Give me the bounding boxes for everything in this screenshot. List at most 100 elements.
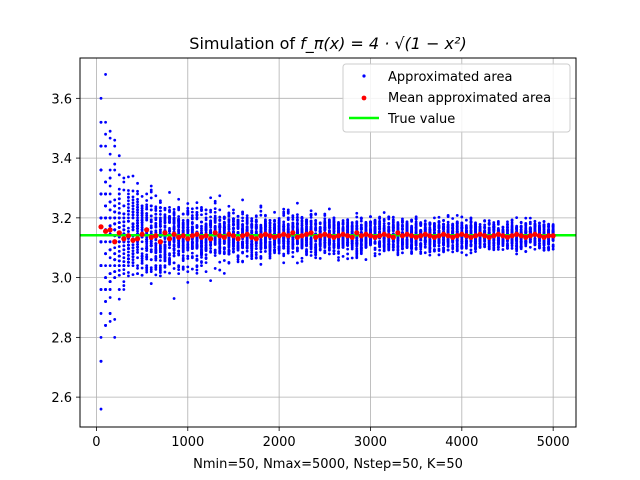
approximated-area-point — [460, 239, 464, 243]
approximated-area-point — [227, 244, 231, 248]
approximated-area-point — [145, 231, 149, 235]
approximated-area-point — [300, 230, 304, 234]
approximated-area-point — [359, 223, 363, 227]
approximated-area-point — [337, 223, 340, 227]
approximated-area-point — [337, 220, 340, 224]
approximated-area-point — [250, 246, 254, 250]
approximated-area-point — [108, 184, 112, 188]
approximated-area-point — [113, 210, 117, 214]
approximated-area-point — [154, 242, 158, 245]
approximated-area-point — [478, 228, 482, 231]
approximated-area-point — [419, 238, 423, 242]
approximated-area-point — [131, 252, 135, 256]
approximated-area-point — [433, 229, 436, 232]
approximated-area-point — [131, 198, 135, 202]
approximated-area-point — [405, 241, 409, 245]
approximated-area-point — [209, 250, 213, 254]
approximated-area-point — [200, 242, 203, 246]
approximated-area-point — [172, 208, 176, 211]
approximated-area-point — [122, 180, 126, 184]
approximated-area-point — [168, 243, 171, 247]
approximated-area-point — [460, 251, 464, 254]
approximated-area-point — [295, 215, 299, 219]
approximated-area-point — [277, 245, 281, 248]
approximated-area-point — [268, 254, 272, 258]
approximated-area-point — [190, 217, 194, 221]
approximated-area-point — [487, 247, 491, 251]
approximated-area-point — [108, 208, 112, 212]
approximated-area-point — [483, 245, 487, 249]
approximated-area-point — [264, 250, 267, 253]
approximated-area-point — [446, 229, 450, 233]
approximated-area-point — [163, 226, 167, 229]
approximated-area-point — [163, 237, 167, 240]
approximated-area-point — [172, 227, 176, 231]
approximated-area-point — [218, 247, 222, 251]
approximated-area-point — [163, 206, 167, 210]
approximated-area-point — [117, 259, 121, 263]
approximated-area-point — [433, 244, 436, 248]
approximated-area-point — [259, 213, 263, 217]
approximated-area-point — [250, 250, 254, 254]
approximated-area-point — [341, 254, 345, 258]
approximated-area-point — [314, 222, 318, 226]
approximated-area-point — [318, 245, 322, 249]
approximated-area-point — [200, 255, 203, 259]
approximated-area-point — [350, 240, 354, 244]
approximated-area-point — [104, 180, 107, 184]
approximated-area-point — [213, 201, 217, 205]
approximated-area-point — [442, 250, 445, 254]
approximated-area-point — [378, 224, 382, 228]
approximated-area-point — [323, 246, 327, 249]
approximated-area-point — [378, 230, 382, 234]
approximated-area-point — [542, 242, 546, 245]
approximated-area-point — [131, 258, 135, 262]
approximated-area-point — [145, 270, 149, 274]
approximated-area-point — [355, 227, 359, 231]
approximated-area-point — [204, 244, 208, 248]
approximated-area-point — [346, 243, 350, 247]
approximated-area-point — [136, 266, 139, 270]
approximated-area-point — [346, 223, 350, 227]
approximated-area-point — [181, 225, 185, 229]
approximated-area-point — [382, 238, 386, 242]
approximated-area-point — [259, 256, 263, 260]
approximated-area-point — [277, 218, 281, 222]
approximated-area-point — [318, 230, 322, 233]
approximated-area-point — [254, 219, 258, 223]
approximated-area-point — [140, 194, 144, 198]
approximated-area-point — [442, 227, 445, 231]
approximated-area-point — [186, 243, 190, 247]
approximated-area-point — [277, 240, 281, 244]
approximated-area-point — [108, 312, 112, 315]
approximated-area-point — [140, 218, 144, 222]
approximated-area-point — [127, 250, 130, 254]
approximated-area-point — [163, 245, 167, 248]
approximated-area-point — [337, 258, 340, 262]
approximated-area-point — [131, 255, 135, 259]
approximated-area-point — [122, 228, 126, 232]
approximated-area-point — [327, 248, 331, 252]
approximated-area-point — [127, 192, 130, 196]
approximated-area-point — [117, 264, 121, 268]
approximated-area-point — [145, 199, 149, 202]
approximated-area-point — [163, 218, 167, 221]
approximated-area-point — [446, 215, 450, 219]
approximated-area-point — [140, 226, 144, 229]
approximated-area-point — [104, 192, 107, 196]
approximated-area-point — [104, 120, 107, 124]
approximated-area-point — [154, 258, 158, 262]
approximated-area-point — [190, 225, 194, 229]
approximated-area-point — [286, 211, 290, 215]
approximated-area-point — [136, 243, 139, 246]
approximated-area-point — [410, 250, 413, 253]
approximated-area-point — [158, 209, 162, 213]
approximated-area-point — [158, 221, 162, 225]
approximated-area-point — [131, 204, 135, 208]
approximated-area-point — [337, 229, 340, 233]
approximated-area-point — [250, 231, 254, 235]
approximated-area-point — [154, 247, 158, 251]
approximated-area-point — [327, 218, 331, 222]
approximated-area-point — [359, 242, 363, 245]
